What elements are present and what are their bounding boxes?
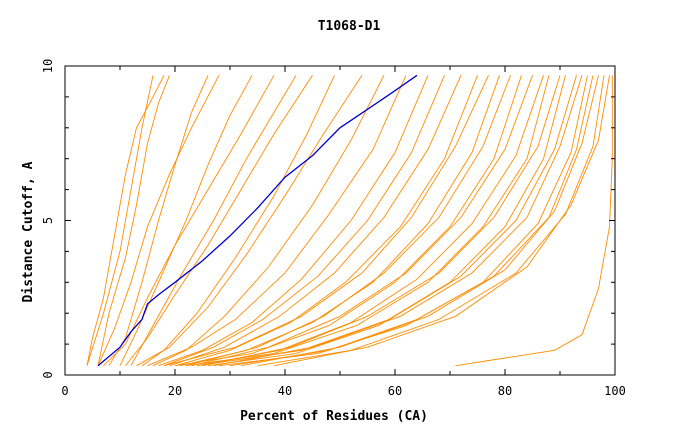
x-tick-label: 100 <box>604 384 626 398</box>
series-line-34 <box>455 75 613 367</box>
series-line-10 <box>141 75 335 367</box>
series-line-25 <box>202 75 561 367</box>
series-line-23 <box>196 75 544 367</box>
series-line-17 <box>174 75 478 367</box>
series-line-6 <box>119 75 253 366</box>
y-tick-label: 5 <box>41 217 55 224</box>
series-line-5 <box>97 75 220 366</box>
series-line-4 <box>108 75 209 366</box>
series-line-29 <box>218 75 588 367</box>
highlight-series-line <box>97 74 418 367</box>
series-line-18 <box>163 75 489 367</box>
series-line-32 <box>257 75 605 367</box>
series-line-20 <box>185 75 511 367</box>
x-axis-label: Percent of Residues (CA) <box>240 409 428 424</box>
series-line-33 <box>273 75 610 367</box>
x-tick-label: 60 <box>388 384 402 398</box>
series-line-11 <box>136 75 363 367</box>
y-tick-label: 0 <box>41 371 55 378</box>
x-tick-label: 40 <box>278 384 292 398</box>
series-line-3 <box>97 75 170 366</box>
y-axis-label: Distance Cutoff, A <box>21 161 36 302</box>
series-line-7 <box>103 75 275 367</box>
series-line-22 <box>191 75 533 367</box>
plot-frame <box>64 65 616 376</box>
series-line-16 <box>169 75 462 367</box>
series-line-9 <box>125 75 313 366</box>
series-line-27 <box>196 75 577 367</box>
series-line-1 <box>86 75 154 366</box>
series-line-21 <box>174 75 522 367</box>
x-tick-label: 20 <box>168 384 182 398</box>
chart-title: T1068-D1 <box>318 19 381 34</box>
x-tick-label: 80 <box>498 384 512 398</box>
series-line-8 <box>130 75 297 366</box>
series-line-12 <box>152 75 385 367</box>
series-line-2 <box>86 75 165 366</box>
series-line-24 <box>185 75 550 367</box>
plot-area <box>86 74 613 367</box>
y-tick-label: 10 <box>41 59 55 73</box>
series-line-15 <box>163 75 445 367</box>
series-line-14 <box>158 75 429 367</box>
series-line-13 <box>147 75 407 367</box>
series-line-31 <box>240 75 599 367</box>
series-line-28 <box>213 75 583 367</box>
x-tick-label: 0 <box>61 384 68 398</box>
axes: 0 20 40 60 80 100 0 5 10 <box>41 59 626 398</box>
